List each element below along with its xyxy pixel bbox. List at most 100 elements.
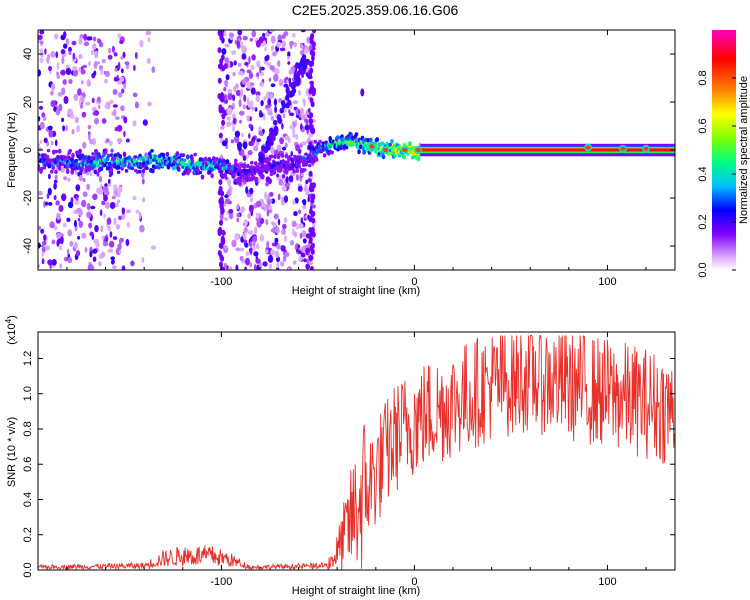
ridge-mark (80, 166, 85, 170)
noise-speckle (269, 127, 274, 134)
noise-speckle (259, 217, 265, 224)
noise-speckle (49, 221, 55, 229)
noise-speckle (280, 261, 285, 267)
noise-speckle (234, 233, 239, 241)
noise-speckle (50, 90, 54, 96)
noise-speckle (109, 201, 116, 210)
noise-speckle (147, 37, 151, 43)
ridge-mark (281, 174, 286, 179)
noise-speckle (226, 121, 232, 127)
ridge-mark (84, 155, 88, 161)
ridge-mark (38, 152, 41, 158)
noise-speckle (39, 40, 44, 45)
noise-speckle (117, 91, 123, 98)
x-tick-label: 100 (598, 276, 616, 288)
noise-speckle (270, 249, 275, 256)
noise-speckle (77, 235, 81, 240)
noise-speckle (113, 76, 119, 82)
noise-speckle (98, 104, 101, 110)
ridge-mark (165, 151, 170, 157)
noise-speckle (69, 240, 74, 247)
ridge-mark (308, 144, 312, 150)
noise-speckle (74, 116, 79, 124)
noise-speckle (120, 105, 125, 112)
noise-speckle (256, 72, 260, 78)
noise-speckle (218, 227, 222, 234)
noise-speckle (60, 69, 66, 76)
colorbar-gradient (712, 30, 736, 270)
noise-speckle (66, 217, 71, 222)
noise-speckle (239, 119, 242, 124)
noise-speckle (47, 202, 53, 206)
ridge-mark (247, 172, 251, 177)
noise-speckle (65, 38, 70, 45)
noise-speckle (253, 145, 259, 152)
noise-speckle (248, 56, 251, 64)
noise-speckle (232, 125, 235, 132)
noise-speckle (293, 42, 297, 48)
noise-speckle (288, 175, 294, 183)
noise-speckle (223, 87, 227, 92)
noise-speckle (94, 225, 99, 233)
ridge-mark (91, 152, 95, 156)
noise-speckle (308, 107, 311, 114)
noise-speckle (88, 36, 93, 41)
noise-speckle (56, 212, 61, 221)
ridge-mark (182, 158, 187, 163)
noise-speckle (312, 204, 316, 209)
noise-speckle (95, 241, 100, 248)
ridge-mark (124, 169, 129, 173)
noise-speckle (220, 96, 225, 103)
noise-speckle (236, 203, 240, 210)
noise-speckle (262, 40, 266, 47)
spectrogram-marks (38, 30, 675, 270)
noise-speckle (68, 79, 73, 84)
ridge-mark (354, 132, 359, 137)
noise-speckle (134, 52, 138, 59)
noise-speckle (222, 245, 228, 249)
ridge-mark (322, 153, 327, 158)
noise-speckle (264, 47, 267, 52)
noise-speckle (86, 202, 91, 211)
ridge-mark (383, 148, 388, 152)
ridge-mark (295, 168, 300, 174)
colorbar-ticks: 0.0 0.2 0.4 0.6 0.8 (697, 70, 736, 278)
noise-speckle (249, 187, 254, 195)
ridge-mark (303, 168, 307, 172)
noise-speckle (92, 256, 97, 263)
noise-speckle (66, 248, 70, 255)
noise-speckle (113, 217, 117, 226)
ridge-mark (150, 149, 154, 153)
noise-speckle (116, 202, 119, 208)
noise-speckle (288, 137, 291, 144)
noise-speckle (39, 139, 42, 144)
noise-speckle (94, 117, 99, 125)
noise-speckle (39, 48, 43, 52)
x-tick-label: -100 (210, 576, 232, 588)
ridge-mark (304, 152, 308, 156)
noise-speckle (308, 124, 313, 130)
noise-speckle (221, 48, 227, 55)
ridge-mark (68, 148, 72, 153)
noise-speckle (309, 254, 314, 261)
noise-speckle (104, 201, 110, 209)
noise-speckle (117, 33, 122, 39)
noise-speckle (312, 30, 316, 34)
noise-speckle (92, 43, 97, 50)
noise-speckle (51, 83, 56, 91)
noise-speckle (287, 61, 291, 65)
noise-speckle (249, 261, 253, 268)
noise-speckle (282, 113, 286, 118)
noise-speckle (109, 99, 114, 104)
noise-speckle (300, 43, 304, 49)
ridge-mark (67, 155, 71, 160)
noise-speckle (90, 205, 96, 210)
ridge-mark (402, 154, 407, 160)
ridge-mark (284, 153, 289, 159)
snr-marks (38, 335, 675, 570)
noise-speckle (274, 106, 277, 114)
ridge-mark (261, 173, 265, 179)
noise-speckle (48, 129, 53, 138)
noise-speckle (43, 200, 46, 208)
noise-speckle (146, 58, 151, 64)
